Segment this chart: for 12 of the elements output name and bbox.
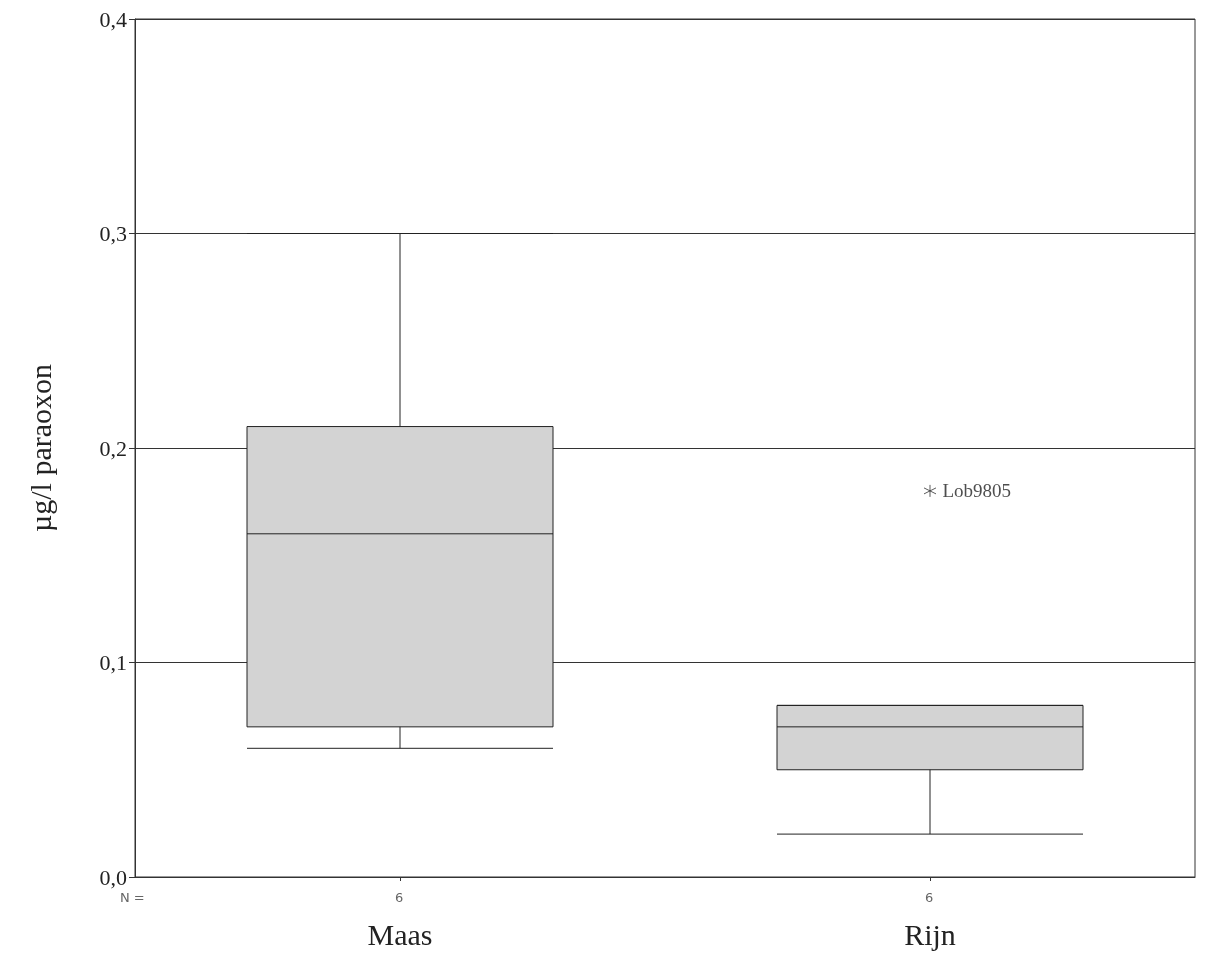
y-tick-label: 0,4 (99, 6, 127, 32)
text: N = (120, 890, 145, 905)
x-tick-label: Maas (367, 917, 433, 951)
annotation: Lob9805 (942, 480, 1012, 502)
text: 6 (925, 890, 934, 905)
y-axis-title: µg/l paraoxon (23, 363, 57, 533)
x-tick-label: Rijn (904, 917, 956, 951)
text: 6 (395, 890, 404, 905)
y-tick-label: 0,3 (99, 221, 127, 246)
y-tick-label: 0,2 (99, 435, 127, 461)
y-tick-label: 0,0 (99, 864, 127, 890)
y-tick-label: 0,1 (99, 650, 127, 675)
